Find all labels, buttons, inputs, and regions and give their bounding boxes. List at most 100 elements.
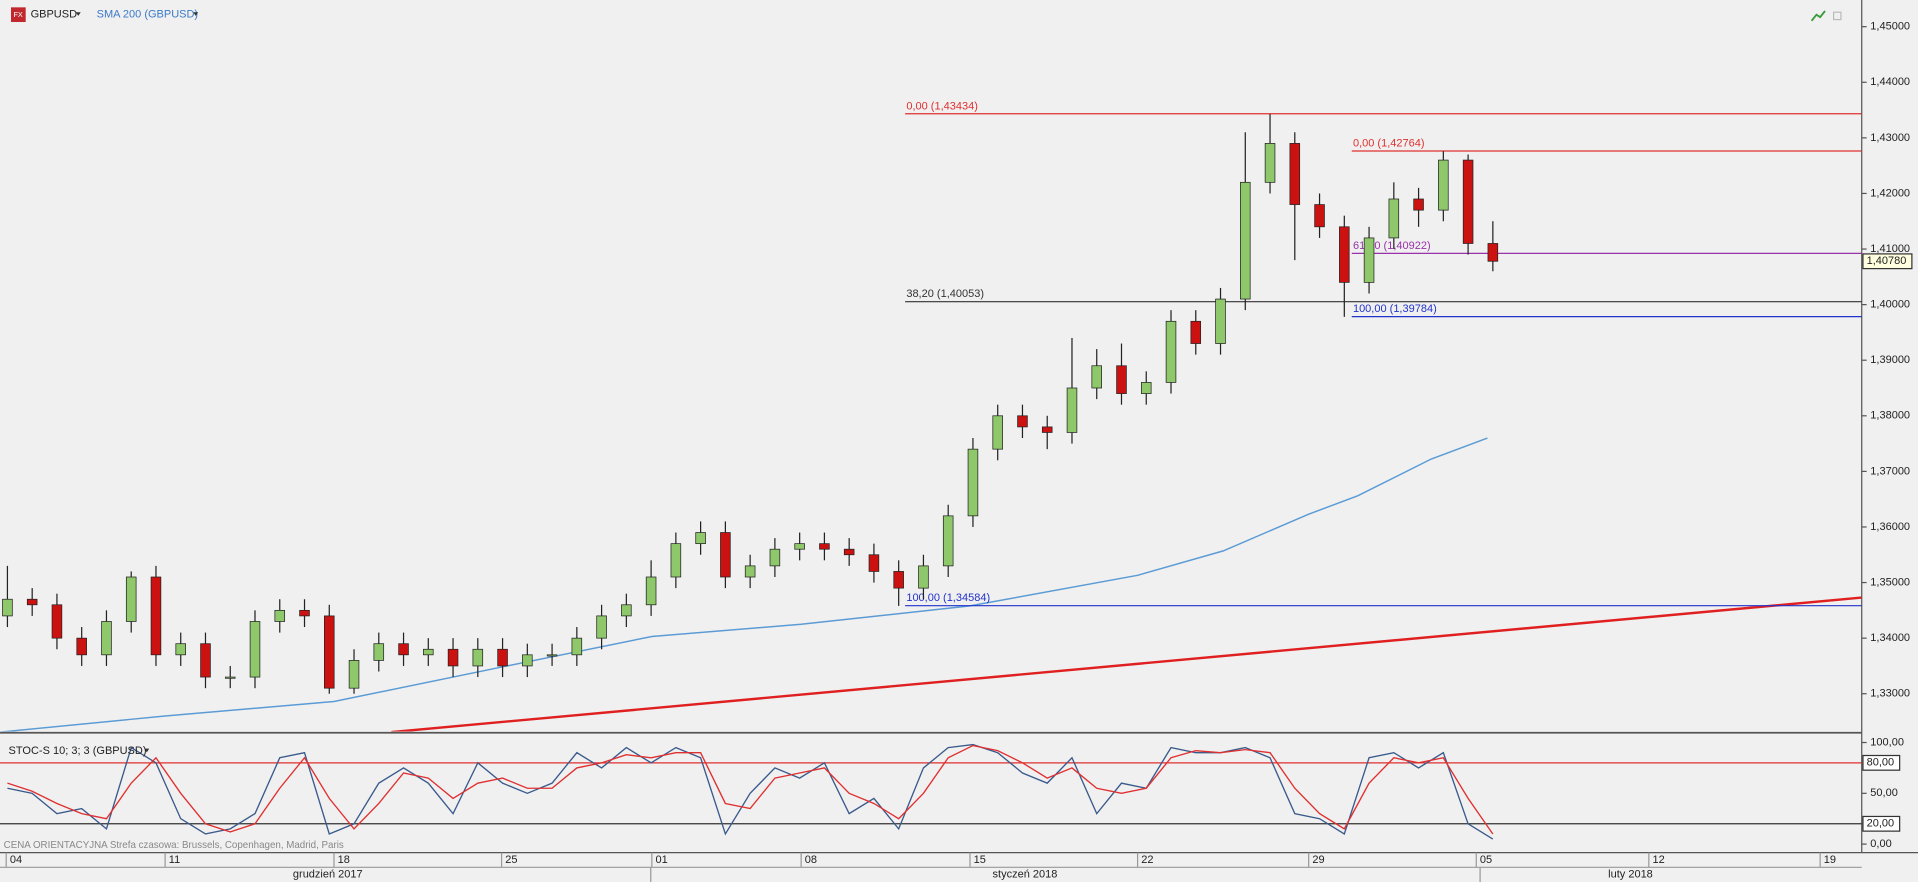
stochastic-plot — [0, 743, 1862, 840]
candle-body — [695, 532, 706, 545]
candle-body — [1314, 204, 1325, 228]
candle-body — [51, 604, 63, 639]
x-tick-label: 22 — [1141, 854, 1153, 866]
stoch-line — [7, 743, 1494, 840]
candle-body — [893, 571, 904, 589]
candle-body — [596, 615, 607, 639]
candle-body — [1066, 387, 1078, 433]
candle-body — [1487, 243, 1499, 262]
x-tick-label: 08 — [805, 854, 817, 866]
candle-body — [1438, 159, 1449, 211]
y-tick-label: 1,44000 — [1870, 76, 1910, 88]
footer-note: CENA ORIENTACYJNA Strefa czasowa: Brusse… — [4, 840, 344, 851]
candle-body — [1215, 298, 1226, 344]
y-tick-label: 50,00 — [1870, 787, 1898, 799]
y-tick-label: 1,36000 — [1870, 521, 1910, 533]
level-label: 20,00 — [1867, 818, 1895, 830]
fib-label: 100,00 (1,34584) — [906, 592, 990, 604]
dropdown[interactable] — [193, 12, 199, 16]
candle-body — [324, 615, 335, 689]
fx-icon — [11, 7, 26, 23]
candle-body — [299, 609, 310, 617]
candle-body — [472, 648, 484, 667]
indicator-label[interactable]: SMA 200 (GBPUSD) — [97, 9, 198, 21]
candle-body — [843, 548, 855, 556]
x-tick-label: 12 — [1652, 854, 1664, 866]
candle-body — [744, 565, 756, 578]
axes: 1,33000 1,34000 1,35000 1,36000 1,37000 1,380… — [5, 21, 1913, 881]
y-tick-label: 100,00 — [1870, 736, 1904, 748]
candle-body — [1339, 226, 1350, 283]
dropdown[interactable] — [75, 12, 81, 16]
candle-body — [175, 643, 186, 656]
stoch-line — [7, 744, 1494, 835]
candle-body — [1165, 320, 1177, 383]
y-tick-label: 1,34000 — [1870, 632, 1910, 644]
candle-body — [645, 576, 657, 606]
candle-body — [1017, 415, 1028, 428]
symbol[interactable]: GBPUSD — [31, 9, 78, 21]
y-tick-label: 1,37000 — [1870, 465, 1910, 477]
candle-body — [447, 648, 459, 667]
candle-body — [125, 576, 137, 622]
candle-body — [1116, 365, 1127, 394]
candle-body — [1462, 159, 1474, 244]
y-tick-label: 1,35000 — [1870, 576, 1910, 588]
candle-body — [398, 643, 409, 656]
candle-body — [497, 648, 508, 667]
level-box — [1862, 754, 1901, 771]
level-box — [1862, 815, 1901, 832]
indicator-title: STOC-S 10; 3; 3 (GBPUSD) — [9, 745, 147, 757]
candle-body — [621, 604, 632, 617]
candle-body — [1240, 181, 1251, 300]
candle-body — [348, 660, 360, 689]
candle-body — [794, 543, 805, 550]
y-tick-label: 1,39000 — [1870, 354, 1910, 366]
candle-body — [26, 598, 38, 606]
y-tick-label: 1,43000 — [1870, 132, 1910, 144]
month-label: styczeń 2018 — [993, 869, 1058, 881]
candle-body — [1413, 198, 1424, 211]
last-price-label: 1,40780 — [1867, 255, 1907, 267]
x-tick-label: 29 — [1312, 854, 1324, 866]
candle-body — [571, 637, 583, 656]
candle-body — [546, 654, 558, 657]
x-tick-label: 01 — [656, 854, 668, 866]
month-label: luty 2018 — [1608, 869, 1653, 881]
candle-body — [992, 415, 1003, 450]
window-icon[interactable] — [1832, 11, 1842, 21]
fib-label: 38,20 (1,40053) — [906, 288, 984, 300]
candle-body — [720, 532, 731, 578]
candle-body — [522, 654, 533, 667]
fib-label: 0,00 (1,42764) — [1353, 138, 1425, 150]
dropdown[interactable] — [144, 748, 150, 753]
candle-body — [1041, 426, 1053, 433]
candle-body — [1363, 237, 1375, 283]
candle-body — [249, 621, 261, 678]
candle-body — [868, 554, 880, 572]
candle-body — [670, 543, 682, 578]
fx-icon-text: FX — [13, 10, 22, 19]
x-tick-label: 18 — [338, 854, 350, 866]
month-label: grudzień 2017 — [293, 869, 363, 881]
candle-body — [373, 643, 385, 661]
candle-body — [819, 543, 830, 550]
x-tick-label: 11 — [169, 854, 180, 866]
x-tick-label: 19 — [1824, 854, 1836, 866]
main-plot: 0,00 (1,43434) 38,20 (1,40053) 100,00 (1,3… — [0, 100, 1862, 732]
x-tick-label: 25 — [505, 854, 517, 866]
trend-icon[interactable] — [1810, 10, 1826, 22]
y-tick-label: 1,45000 — [1870, 21, 1910, 33]
candle-body — [1140, 382, 1152, 394]
candle-body — [942, 515, 954, 567]
y-tick-label: 1,42000 — [1870, 187, 1910, 199]
candle-body — [2, 598, 13, 617]
candle-body — [967, 448, 979, 517]
fib-label: 100,00 (1,39784) — [1353, 303, 1437, 315]
candle-body — [1190, 320, 1202, 344]
fib-label: 0,00 (1,43434) — [906, 100, 978, 112]
candle-body — [1388, 198, 1400, 239]
y-tick-label: 1,41000 — [1870, 243, 1910, 255]
y-tick-label: 1,33000 — [1870, 688, 1910, 700]
